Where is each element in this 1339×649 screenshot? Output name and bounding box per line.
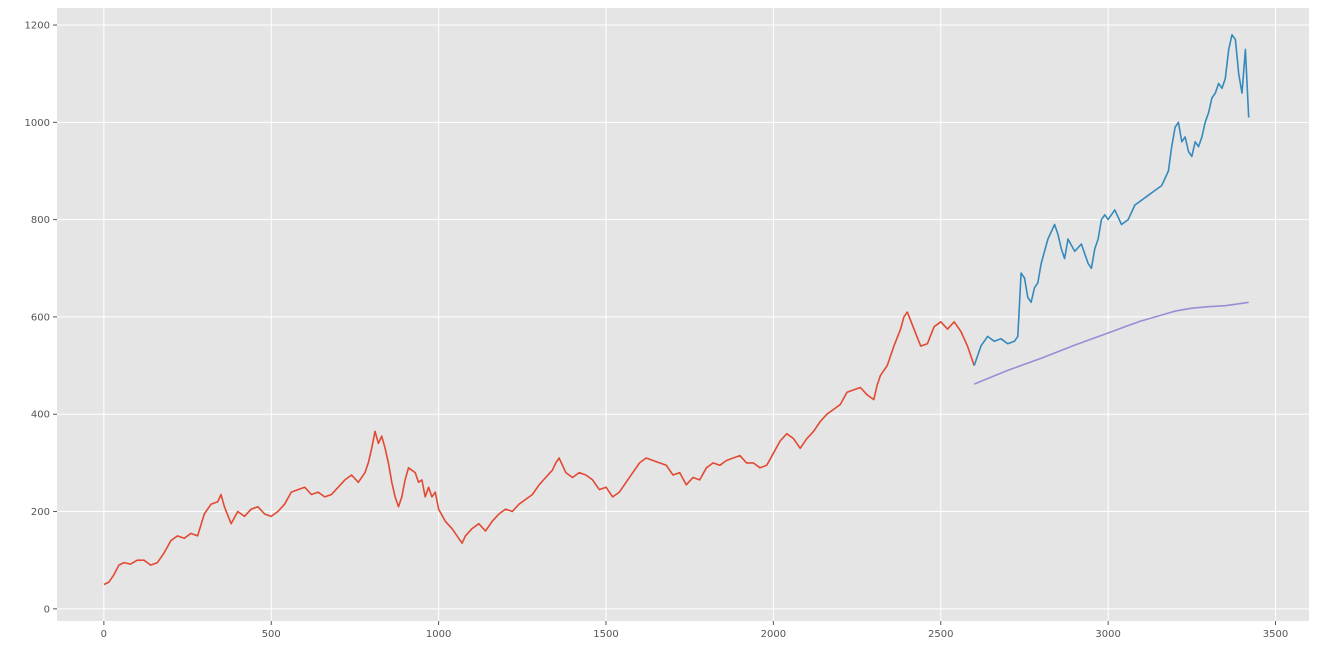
x-tick-label: 2000 — [761, 629, 786, 640]
y-tick-label: 200 — [31, 507, 50, 518]
x-tick-label: 3000 — [1095, 629, 1120, 640]
series-line-1 — [103, 311, 975, 586]
y-tick-label: 1000 — [25, 118, 50, 129]
y-tick-label: 0 — [44, 604, 50, 615]
x-tick-label: 1000 — [426, 629, 451, 640]
y-axis: 0 200 400 600 800 1000 1200 — [25, 21, 57, 615]
plot-area — [57, 8, 1309, 621]
grid-lines — [57, 8, 1309, 621]
series-line-3 — [973, 301, 1249, 385]
x-tick-label: 2500 — [928, 629, 953, 640]
y-tick-label: 1200 — [25, 21, 50, 32]
y-tick-label: 400 — [31, 410, 50, 421]
x-tick-label: 0 — [101, 629, 107, 640]
x-tick-label: 1500 — [593, 629, 618, 640]
x-axis: 0 500 1000 1500 2000 2500 3000 3500 — [101, 621, 1288, 640]
y-tick-label: 800 — [31, 215, 50, 226]
x-tick-label: 3500 — [1263, 629, 1288, 640]
series-layer — [103, 33, 1250, 586]
x-tick-label: 500 — [262, 629, 281, 640]
y-tick-label: 600 — [31, 312, 50, 323]
series-line-2 — [973, 33, 1250, 366]
